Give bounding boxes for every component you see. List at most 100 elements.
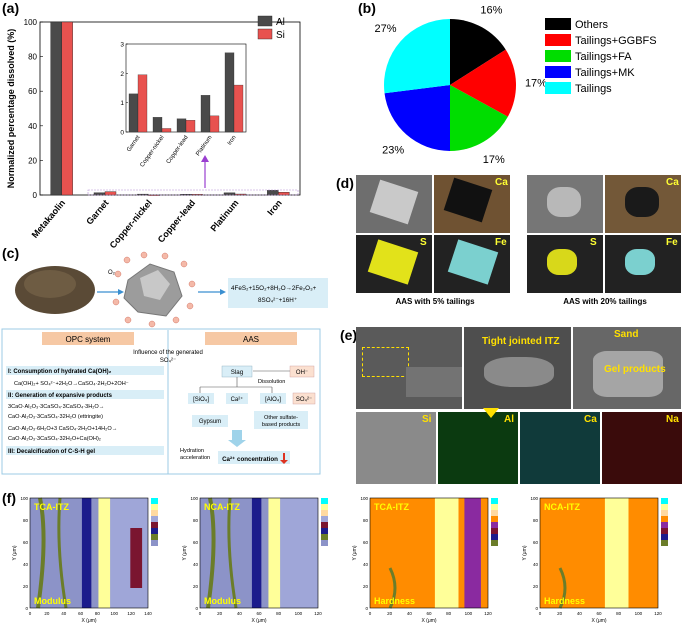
inset-y-tick-label: 0 [120, 130, 124, 137]
map-x-tick: 80 [276, 611, 282, 616]
ca-map-5pct [434, 175, 510, 233]
pie-chart-b: 16% 17% 17% 23% 27% Others Tailings+GGBFS Taili… [374, 5, 656, 166]
map-y-tick: 20 [193, 584, 199, 589]
map-x-label: X (μm) [591, 618, 606, 624]
y-axis-label: Normalized percentage dissolved (%) [6, 29, 16, 189]
schematic-c: O₂ 4FeS₂+15O₂+8H₂O→2Fe₂O₃+ 8SO₄²⁻+16H⁺ O… [1, 251, 328, 475]
s-map-5pct [356, 235, 432, 293]
map-x-tick: 120 [484, 611, 492, 616]
sand-label: Sand [614, 329, 639, 340]
sem-itz-detail [464, 327, 571, 409]
map-property-4: Hardness [544, 596, 585, 606]
inset-y-tick-label: 3 [120, 42, 124, 49]
map-y-tick: 100 [190, 496, 198, 501]
map-y-tick: 100 [360, 496, 368, 501]
pie-slice-others [450, 19, 506, 85]
map-x-tick: 40 [577, 611, 583, 616]
stage-3-label: III: Decalcification of C-S-H gel [8, 449, 95, 455]
map-x-tick: 100 [111, 611, 119, 616]
fe-map-20pct [605, 235, 681, 293]
y-tick-label: 20 [28, 156, 37, 165]
legend-swatch-0 [545, 18, 571, 30]
map-x-tick: 20 [44, 611, 50, 616]
map-x-tick: 80 [95, 611, 101, 616]
other-products-1: Other sulfate- [264, 415, 298, 421]
inset-bar-al-platinum [200, 95, 211, 133]
panel-f-label: (f) [2, 490, 16, 506]
hydration-label-1: Hydration [180, 448, 204, 454]
stage-1-equation: Ca(OH)₂+ SO₄²⁻+2H₂O→CaSO₄·2H₂O+2OH⁻ [14, 381, 129, 387]
map-title-2: NCA-ITZ [204, 502, 240, 512]
down-arrow-icon [483, 408, 499, 418]
panel-e-label: (e) [340, 327, 358, 343]
stage-1-label: I: Consumption of hydrated Ca(OH)₂ [8, 369, 112, 375]
pie-data-label: 27% [374, 23, 396, 35]
inset-x-tick-label: Platinum [195, 135, 213, 158]
map-x-tick: 80 [616, 611, 622, 616]
map-y-tick: 60 [23, 540, 29, 545]
map-y-tick: 60 [533, 540, 539, 545]
legend-swatch-1 [545, 34, 571, 46]
map-x-tick: 40 [407, 611, 413, 616]
inset-y-tick-label: 2 [120, 71, 124, 78]
reaction-line-2: 8SO₄²⁻+16H⁺ [258, 297, 297, 304]
map-x-tick: 0 [369, 611, 372, 616]
y-tick-label: 0 [33, 191, 38, 200]
panel-d-label: (d) [336, 175, 354, 191]
stage-2-eq-3: CaO·Al₂O₃·6H₂O+3 CaSO₄·2H₂O+14H₂O→ [8, 426, 117, 432]
inset-bar-al-copper-nickel [152, 117, 163, 133]
o2-label: O₂ [108, 270, 116, 276]
na-label: Na [666, 414, 679, 425]
map-x-tick: 0 [199, 611, 202, 616]
gypsum-label: Gypsum [199, 419, 221, 425]
ca-label: Ca [584, 414, 597, 425]
map-y-tick: 0 [365, 606, 368, 611]
x-tick-label: Platinum [208, 198, 240, 234]
map-y-label: Y (μm) [12, 545, 18, 560]
fe-label-5pct: Fe [495, 237, 507, 248]
map-y-tick: 80 [533, 518, 539, 523]
na-map [602, 412, 682, 484]
inset-bar-si-copper-lead [185, 120, 196, 133]
sem-gel-products [573, 327, 681, 409]
gel-products-label: Gel products [604, 364, 666, 375]
map-x-tick: 60 [596, 611, 602, 616]
map-x-label: X (μm) [251, 618, 266, 624]
si-map [356, 412, 436, 484]
map-y-tick: 40 [23, 562, 29, 567]
pie-data-label: 23% [382, 145, 404, 157]
legend-label-4: Tailings [575, 83, 612, 95]
caption-5pct: AAS with 5% tailings [395, 297, 475, 306]
stage-2-label: II: Generation of expansive products [8, 393, 113, 399]
y-tick-label: 40 [28, 122, 37, 131]
sem-image-20pct [527, 175, 603, 233]
map-y-tick: 20 [363, 584, 369, 589]
map-x-tick: 0 [29, 611, 32, 616]
inset-bar-si-garnet [137, 74, 148, 133]
pie-slice-tailings [384, 19, 450, 94]
s-label-5pct: S [420, 237, 427, 248]
x-tick-label: Metakaolin [30, 198, 68, 240]
si-label: Si [422, 414, 432, 425]
legend-swatch-si [257, 28, 273, 40]
fe-map-5pct [434, 235, 510, 293]
stage-2-eq-1: 3CaO·Al₂O₃·3CaSO₄·3CaSO₄·3H₂O→ [8, 404, 104, 410]
map-x-tick: 120 [127, 611, 135, 616]
inset-bar-si-iron [233, 84, 244, 133]
map-x-tick: 40 [61, 611, 67, 616]
inset-bar-si-copper-nickel [161, 128, 172, 133]
map-x-label: X (μm) [81, 618, 96, 624]
map-x-tick: 100 [295, 611, 303, 616]
map-x-tick: 120 [654, 611, 662, 616]
map-y-tick: 0 [195, 606, 198, 611]
bar-al-metakaolin [50, 21, 62, 196]
map-x-tick: 60 [78, 611, 84, 616]
aas-title: AAS [243, 335, 259, 344]
alo4-label: [AlO₄] [265, 397, 281, 403]
pie-slice-tailings-ggbfs [450, 49, 516, 117]
map-y-tick: 100 [530, 496, 538, 501]
oh-label: OH⁻ [296, 370, 308, 376]
map-y-tick: 20 [23, 584, 29, 589]
